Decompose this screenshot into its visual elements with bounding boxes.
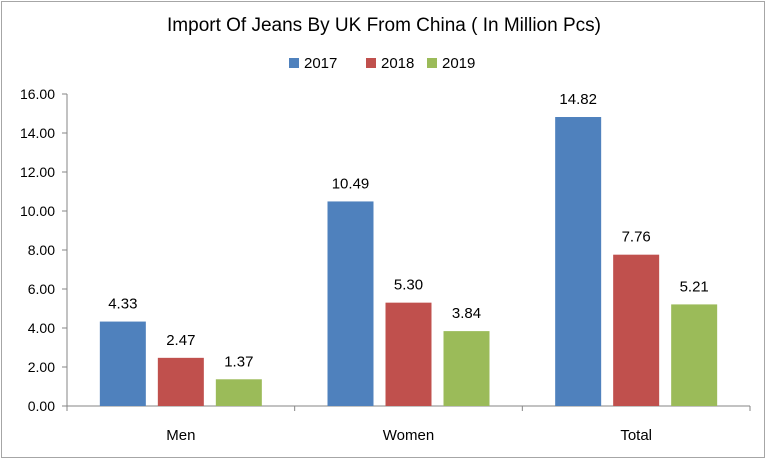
y-tick-label: 2.00 bbox=[28, 359, 55, 375]
data-label-men-2019: 1.37 bbox=[224, 353, 253, 370]
y-axis: 0.00 2.00 4.00 6.00 8.00 10.00 12.00 14.00 16.00 bbox=[20, 86, 68, 414]
bar-men-2018 bbox=[157, 357, 204, 406]
legend-label-2017: 2017 bbox=[304, 55, 337, 72]
data-label-total-2019: 5.21 bbox=[680, 278, 709, 295]
chart-title: Import Of Jeans By UK From China ( In Mi… bbox=[167, 15, 601, 36]
bar-women-2018 bbox=[385, 302, 432, 406]
bars bbox=[99, 117, 718, 406]
data-label-women-2019: 3.84 bbox=[452, 305, 481, 322]
y-tick-label: 6.00 bbox=[28, 281, 55, 297]
legend-swatch-2017 bbox=[289, 58, 299, 68]
y-tick-label: 16.00 bbox=[20, 86, 55, 102]
x-category-label: Women bbox=[383, 427, 434, 444]
legend: 2017 2018 2019 bbox=[289, 55, 475, 72]
data-label-total-2017: 14.82 bbox=[559, 91, 597, 108]
bar-total-2019 bbox=[671, 304, 718, 406]
legend-label-2018: 2018 bbox=[381, 55, 414, 72]
y-tick-label: 10.00 bbox=[20, 203, 55, 219]
legend-label-2019: 2019 bbox=[442, 55, 475, 72]
y-tick-label: 8.00 bbox=[28, 242, 55, 258]
data-label-men-2018: 2.47 bbox=[166, 332, 195, 349]
bar-women-2019 bbox=[443, 331, 490, 406]
y-tick-label: 12.00 bbox=[20, 164, 55, 180]
bar-total-2017 bbox=[555, 117, 602, 406]
y-tick-label: 0.00 bbox=[28, 398, 55, 414]
data-label-men-2017: 4.33 bbox=[108, 296, 137, 313]
legend-swatch-2019 bbox=[427, 58, 437, 68]
bar-men-2019 bbox=[215, 379, 262, 406]
x-category-label: Men bbox=[166, 427, 195, 444]
legend-swatch-2018 bbox=[366, 58, 376, 68]
bar-men-2017 bbox=[99, 321, 146, 406]
data-label-total-2018: 7.76 bbox=[622, 229, 651, 246]
bar-total-2018 bbox=[613, 254, 660, 406]
x-axis: Men Women Total bbox=[66, 405, 751, 444]
y-tick-label: 4.00 bbox=[28, 320, 55, 336]
bar-women-2017 bbox=[327, 201, 374, 406]
x-category-label: Total bbox=[620, 427, 652, 444]
data-label-women-2017: 10.49 bbox=[332, 175, 370, 192]
y-tick-label: 14.00 bbox=[20, 125, 55, 141]
data-label-women-2018: 5.30 bbox=[394, 277, 423, 294]
data-labels: 4.33 2.47 1.37 10.49 5.30 3.84 14.82 7.76 5.21 bbox=[108, 91, 709, 370]
